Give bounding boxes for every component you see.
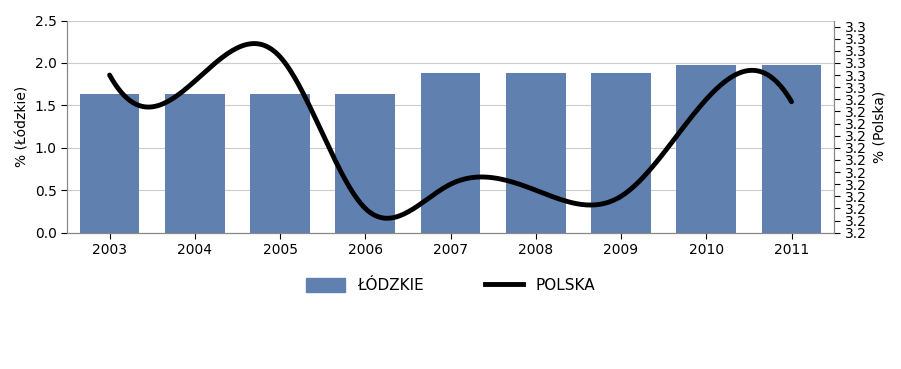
- Bar: [761, 65, 822, 233]
- Legend: ŁÓDZKIE, POLSKA: ŁÓDZKIE, POLSKA: [300, 272, 601, 299]
- Bar: [506, 73, 566, 233]
- Bar: [421, 73, 480, 233]
- Y-axis label: % (Łódzkie): % (Łódzkie): [15, 86, 29, 167]
- Bar: [165, 94, 224, 233]
- Bar: [80, 94, 140, 233]
- Bar: [677, 65, 736, 233]
- Y-axis label: % (Polska): % (Polska): [872, 90, 886, 163]
- Bar: [335, 94, 396, 233]
- Bar: [591, 73, 651, 233]
- Bar: [250, 94, 310, 233]
